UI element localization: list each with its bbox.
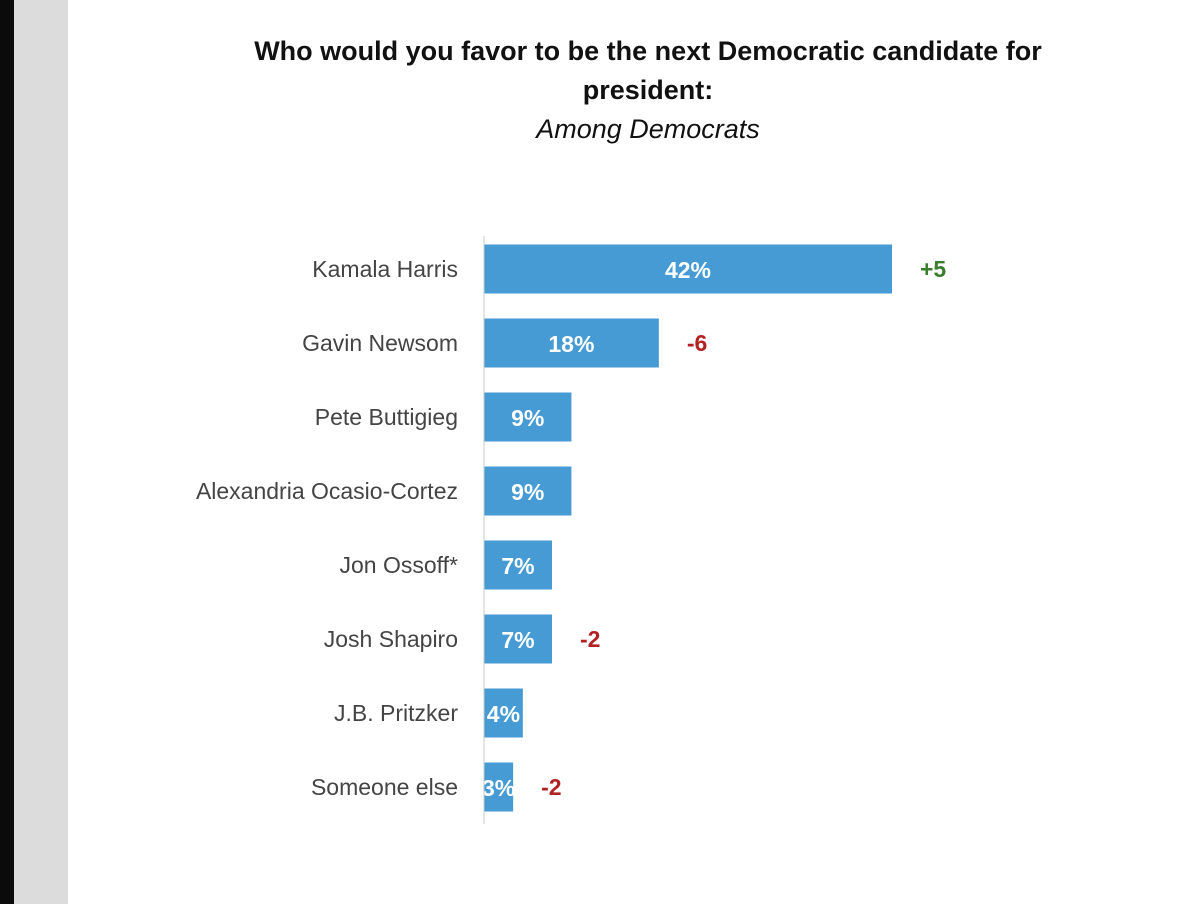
change-label: +5 xyxy=(920,256,946,282)
chart-title-line-2: president: xyxy=(582,75,714,105)
bar-value-label: 4% xyxy=(487,701,520,727)
bar xyxy=(484,392,572,442)
bar xyxy=(484,688,523,738)
category-label: Someone else xyxy=(311,774,458,800)
bar-value-label: 3% xyxy=(482,775,515,801)
slide-background xyxy=(68,0,1200,904)
change-label: -2 xyxy=(541,774,561,800)
bar-value-label: 9% xyxy=(511,405,544,431)
bar xyxy=(484,244,892,294)
bar xyxy=(484,466,572,516)
category-label: Pete Buttigieg xyxy=(315,404,458,430)
bar-value-label: 42% xyxy=(665,257,711,283)
bar-value-label: 9% xyxy=(511,479,544,505)
change-label: -2 xyxy=(580,626,600,652)
bar xyxy=(484,318,659,368)
bar xyxy=(484,614,552,664)
category-label: Josh Shapiro xyxy=(324,626,458,652)
chart-title-line-1: Who would you favor to be the next Democ… xyxy=(254,36,1042,66)
bar-value-label: 7% xyxy=(501,553,534,579)
bar xyxy=(484,762,514,812)
slide-margin xyxy=(14,0,68,904)
bar-value-label: 7% xyxy=(501,627,534,653)
bar xyxy=(484,540,552,590)
chart-subtitle: Among Democrats xyxy=(536,114,760,144)
category-label: Jon Ossoff* xyxy=(340,552,459,578)
category-label: Gavin Newsom xyxy=(302,330,458,356)
change-label: -6 xyxy=(687,330,707,356)
screen-edge xyxy=(0,0,14,904)
category-label: J.B. Pritzker xyxy=(334,700,458,726)
category-label: Kamala Harris xyxy=(312,256,458,282)
bar-value-label: 18% xyxy=(548,331,594,357)
category-label: Alexandria Ocasio-Cortez xyxy=(196,478,458,504)
bars-group: Kamala Harris 42% +5 Gavin Newsom 18% -6 Pete … xyxy=(196,236,946,824)
